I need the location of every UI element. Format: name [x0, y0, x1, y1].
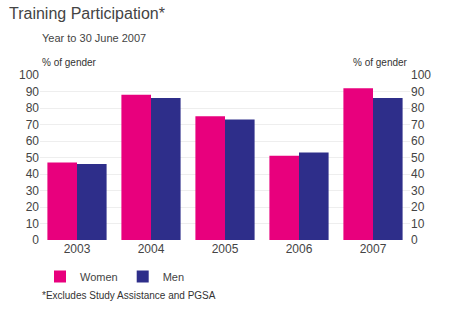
svg-text:90: 90	[411, 85, 425, 99]
svg-text:% of gender: % of gender	[353, 57, 408, 68]
svg-text:40: 40	[26, 167, 40, 181]
svg-text:20: 20	[411, 200, 425, 214]
svg-text:0: 0	[32, 233, 39, 247]
svg-text:70: 70	[411, 118, 425, 132]
svg-text:50: 50	[26, 151, 40, 165]
svg-text:100: 100	[19, 68, 39, 82]
svg-text:50: 50	[411, 151, 425, 165]
svg-text:20: 20	[26, 200, 40, 214]
svg-text:2007: 2007	[360, 242, 387, 256]
svg-text:Training Participation*: Training Participation*	[9, 5, 165, 22]
svg-text:2004: 2004	[138, 242, 165, 256]
svg-text:10: 10	[26, 217, 40, 231]
svg-text:Women: Women	[80, 271, 118, 283]
svg-text:*Excludes Study Assistance and: *Excludes Study Assistance and PGSA	[42, 290, 216, 301]
svg-text:30: 30	[26, 184, 40, 198]
svg-text:% of gender: % of gender	[42, 57, 97, 68]
svg-text:100: 100	[411, 68, 431, 82]
svg-text:70: 70	[26, 118, 40, 132]
svg-text:80: 80	[411, 101, 425, 115]
svg-text:2005: 2005	[212, 242, 239, 256]
svg-text:2003: 2003	[64, 242, 91, 256]
svg-text:2006: 2006	[286, 242, 313, 256]
svg-text:40: 40	[411, 167, 425, 181]
svg-text:80: 80	[26, 101, 40, 115]
svg-text:10: 10	[411, 217, 425, 231]
svg-text:0: 0	[411, 233, 418, 247]
svg-text:90: 90	[26, 85, 40, 99]
svg-text:60: 60	[411, 134, 425, 148]
svg-text:30: 30	[411, 184, 425, 198]
svg-text:Year to 30 June 2007: Year to 30 June 2007	[42, 32, 146, 44]
svg-text:60: 60	[26, 134, 40, 148]
svg-text:Men: Men	[163, 271, 184, 283]
